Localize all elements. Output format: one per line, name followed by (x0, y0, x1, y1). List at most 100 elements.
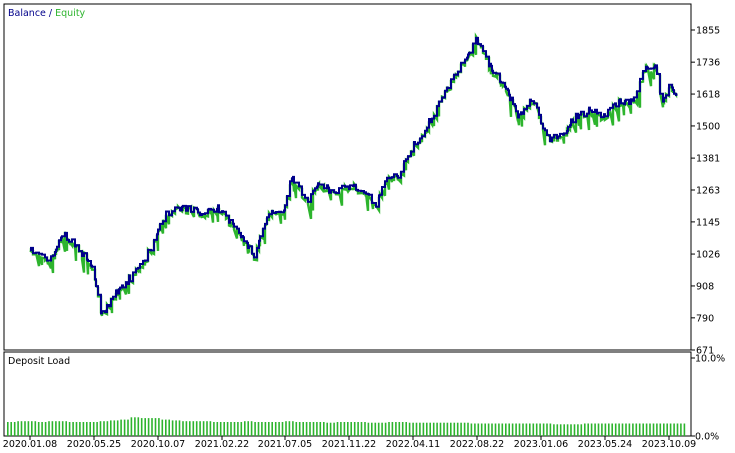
deposit-load-bar (298, 422, 301, 436)
deposit-load-bar (542, 423, 545, 436)
deposit-load-bar (649, 423, 651, 436)
x-tick-label: 2021.07.05 (258, 439, 312, 450)
deposit-load-bar (154, 418, 157, 436)
deposit-load-bar (10, 422, 12, 436)
deposit-load-bar (17, 421, 19, 436)
deposit-load-bar (398, 422, 401, 436)
x-tick-label: 2023.10.09 (642, 439, 696, 450)
deposit-load-bar (673, 423, 675, 436)
deposit-load-bar (608, 423, 610, 436)
deposit-load-bar (443, 422, 445, 436)
deposit-load-bar (247, 421, 249, 436)
deposit-load-bar (491, 423, 493, 436)
y-tick-label: 908 (696, 281, 714, 292)
deposit-load-bar (209, 421, 212, 436)
deposit-load-bar (89, 422, 91, 436)
deposit-load-bar (178, 420, 181, 436)
deposit-load-bar (219, 422, 222, 436)
y-tick-label: 1145 (696, 217, 720, 228)
deposit-load-bar (230, 422, 232, 436)
deposit-load-bar (168, 419, 170, 436)
deposit-load-bar (367, 422, 370, 436)
deposit-load-bar (237, 422, 239, 436)
deposit-load-bar (99, 421, 102, 436)
deposit-load-bar (577, 424, 579, 436)
series-legend: Balance / Equity (8, 8, 86, 19)
deposit-load-bar (206, 421, 208, 436)
deposit-load-bar (292, 421, 294, 436)
deposit-load-bar (456, 422, 459, 436)
deposit-load-bar (127, 419, 129, 436)
deposit-load-bar (384, 422, 387, 436)
deposit-load-bar (189, 421, 191, 436)
deposit-load-bar (676, 423, 679, 436)
deposit-load-bar (86, 422, 88, 436)
deposit-load-bar (659, 423, 662, 436)
deposit-load-bar (556, 424, 559, 436)
deposit-load-bar (336, 422, 339, 436)
deposit-load-bar (233, 422, 236, 436)
deposit-load-bar (432, 422, 435, 436)
balance-y-axis: 1855 1736 1618 1500 1381 1263 1145 1026 908 790 67… (691, 26, 720, 357)
deposit-load-bar (484, 423, 486, 436)
deposit-load-bar (116, 420, 119, 436)
deposit-load-bar (31, 421, 33, 436)
deposit-load-bar (683, 423, 686, 436)
deposit-load-bar (388, 422, 390, 436)
deposit-load-bar (563, 424, 565, 436)
deposit-load-bar (426, 422, 428, 436)
deposit-load-bar (470, 423, 473, 436)
deposit-load-bar (51, 421, 54, 436)
x-tick-label: 2020.05.25 (67, 439, 121, 450)
deposit-load-bar (55, 421, 57, 436)
deposit-load-bar (213, 422, 215, 436)
deposit-load-bar (453, 422, 456, 436)
deposit-load-bar (305, 422, 308, 436)
deposit-load-bar (508, 423, 510, 436)
deposit-load-bar (295, 422, 298, 436)
deposit-load-bar (546, 423, 548, 436)
deposit-load-bar (353, 422, 356, 436)
deposit-load-bar (632, 423, 634, 436)
deposit-load-bar (680, 423, 682, 436)
deposit-load-chart: 10.0% 0.0% Deposit Load (3, 351, 725, 443)
deposit-load-bar (347, 422, 349, 436)
deposit-load-bar (436, 422, 438, 436)
deposit-load-bar (611, 423, 613, 436)
x-tick-label: 2021.02.22 (195, 439, 249, 450)
deposit-load-bar (82, 422, 85, 436)
deposit-load-bar (34, 421, 37, 436)
deposit-load-bar (161, 419, 164, 436)
deposit-load-bar (511, 423, 514, 436)
y-tick-label: 1618 (696, 90, 720, 101)
deposit-load-bar (278, 422, 280, 436)
deposit-load-bar (625, 423, 627, 436)
balance-series (30, 36, 678, 315)
deposit-load-bar (323, 422, 325, 436)
deposit-load-bar (158, 418, 160, 436)
deposit-load-bar (226, 422, 229, 436)
deposit-load-bar (312, 422, 315, 436)
deposit-load-bar (374, 422, 377, 436)
deposit-load-bar (37, 422, 40, 436)
y-tick-label: 1026 (696, 250, 720, 261)
deposit-load-bar (147, 418, 150, 436)
deposit-load-bar (140, 418, 143, 436)
deposit-load-bar (559, 424, 562, 436)
deposit-load-bar (364, 422, 366, 436)
deposit-load-bar (75, 422, 78, 436)
deposit-load-bar (590, 423, 593, 436)
deposit-load-bar (254, 422, 256, 436)
deposit-load-bar (302, 422, 304, 436)
y-tick-label: 1263 (696, 186, 720, 197)
deposit-load-bar (195, 421, 198, 436)
deposit-load-bar (614, 423, 617, 436)
deposit-load-bar (13, 422, 16, 436)
deposit-load-bar (24, 421, 26, 436)
x-tick-label: 2023.01.06 (514, 439, 568, 450)
deposit-load-bar (422, 422, 425, 436)
deposit-load-bar (566, 424, 569, 436)
deposit-load-bar (268, 422, 270, 436)
deposit-load-bar (216, 422, 219, 436)
